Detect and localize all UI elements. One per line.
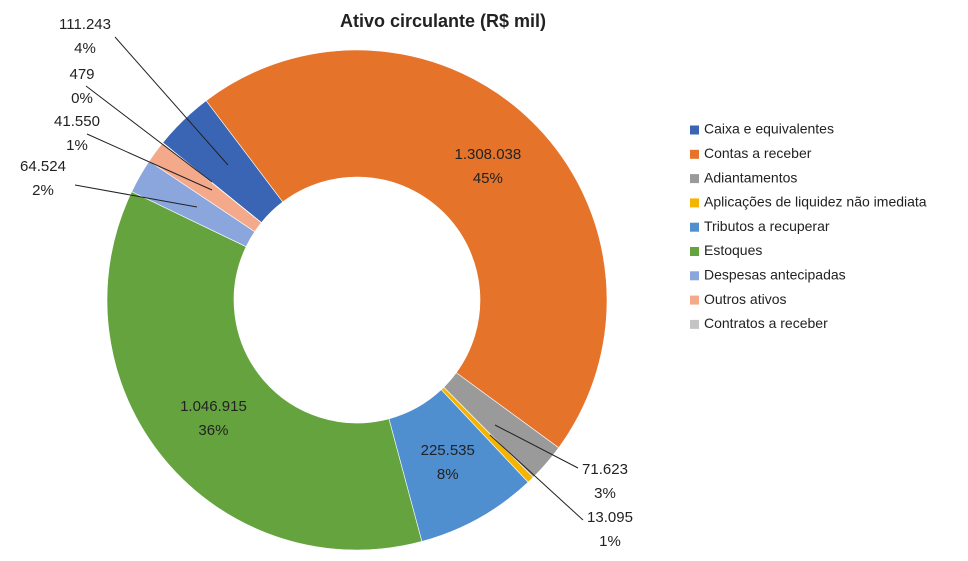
legend-swatch	[690, 125, 699, 135]
legend-swatch	[690, 247, 699, 256]
legend-label: Contas a receber	[704, 145, 812, 161]
legend-label: Adiantamentos	[704, 169, 797, 185]
donut-slice	[205, 49, 608, 449]
legend-swatch	[690, 295, 699, 305]
leader-line	[494, 424, 579, 469]
data-label: 41.550	[54, 113, 100, 130]
percent-label: 3%	[594, 485, 616, 502]
data-label: 479	[69, 66, 94, 83]
percent-label: 36%	[198, 422, 228, 439]
legend-label: Despesas antecipadas	[704, 267, 846, 283]
data-label: 13.095	[587, 509, 633, 526]
legend-label: Outros ativos	[704, 291, 786, 307]
percent-label: 1%	[66, 137, 88, 154]
data-label: 111.243	[59, 16, 111, 33]
data-label: 1.308.038	[454, 146, 521, 163]
data-label: 1.046.915	[180, 398, 247, 415]
leader-line	[114, 36, 229, 166]
percent-label: 45%	[473, 170, 503, 187]
data-label: 71.623	[582, 461, 628, 478]
percent-label: 8%	[437, 466, 459, 483]
chart-title: Ativo circulante (R$ mil)	[340, 11, 546, 31]
legend-swatch	[690, 222, 699, 232]
legend-label: Caixa e equivalentes	[704, 121, 834, 137]
legend-swatch	[690, 174, 699, 184]
data-label: 225.535	[421, 442, 475, 459]
legend-label: Contratos a receber	[704, 315, 828, 331]
legend-swatch	[690, 198, 699, 208]
leader-line	[489, 434, 584, 521]
data-label: 64.524	[20, 158, 66, 175]
legend-swatch	[690, 149, 699, 159]
legend-swatch	[690, 271, 699, 281]
leader-line	[86, 133, 213, 191]
legend-label: Estoques	[704, 242, 762, 258]
legend-label: Aplicações de liquidez não imediata	[704, 194, 927, 210]
donut-slice	[106, 191, 423, 551]
leader-line	[85, 85, 213, 183]
percent-label: 4%	[74, 40, 96, 57]
percent-label: 1%	[599, 533, 621, 550]
percent-label: 0%	[71, 90, 93, 107]
percent-label: 2%	[32, 182, 54, 199]
leader-line	[74, 184, 198, 208]
legend-swatch	[690, 319, 699, 329]
legend-label: Tributos a recuperar	[704, 218, 830, 234]
